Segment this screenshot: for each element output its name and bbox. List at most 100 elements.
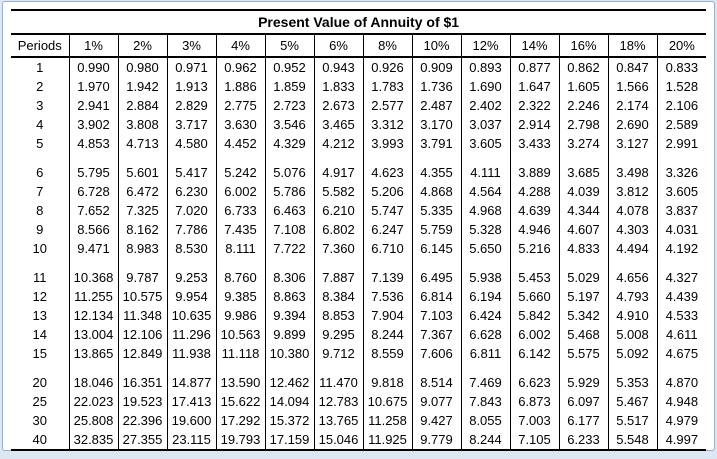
value-cell: 15.046	[313, 430, 363, 451]
gap-cell	[460, 258, 510, 268]
value-cell: 4.355	[411, 163, 461, 182]
value-cell: 9.077	[411, 392, 461, 411]
period-cell: 12	[32, 289, 47, 304]
value-cell: 5.650	[460, 239, 510, 258]
rate-column-header: 12%	[460, 34, 510, 58]
gap-cell	[117, 258, 167, 268]
value-cell: 8.530	[166, 239, 216, 258]
gap-cell	[460, 153, 510, 163]
value-cell: 4.623	[362, 163, 412, 182]
value-cell: 4.078	[607, 201, 657, 220]
value-cell: 6.097	[558, 392, 608, 411]
period-cell: 13	[32, 308, 47, 323]
value-cell: 3.465	[313, 115, 363, 134]
value-cell: 13.004	[68, 325, 118, 344]
value-cell: 8.162	[117, 220, 167, 239]
value-cell: 7.360	[313, 239, 363, 258]
value-cell: 16.351	[117, 373, 167, 392]
value-cell: 3.812	[607, 182, 657, 201]
value-cell: 4.639	[509, 201, 559, 220]
value-cell: 5.328	[460, 220, 510, 239]
value-cell: 3.037	[460, 115, 510, 134]
value-cell: 7.887	[313, 268, 363, 287]
value-cell: 2.723	[264, 96, 314, 115]
value-cell: 5.759	[411, 220, 461, 239]
value-cell: 0.909	[411, 57, 461, 77]
rate-column-header: 2%	[117, 34, 167, 58]
value-cell: 19.600	[166, 411, 216, 430]
table-row: 8 7.652 7.325 7.020 6.733 6.463 6.210 5.747 5.33…	[11, 201, 707, 220]
value-cell: 1.566	[607, 77, 657, 96]
value-cell: 1.913	[166, 77, 216, 96]
value-cell: 6.495	[411, 268, 461, 287]
value-cell: 9.779	[411, 430, 461, 451]
value-cell: 7.108	[264, 220, 314, 239]
table-container: Present Value of Annuity of $1 Periods 1%…	[3, 2, 714, 451]
value-cell: 9.818	[362, 373, 412, 392]
value-cell: 0.893	[460, 57, 510, 77]
table-row: 10 9.471 8.983 8.530 8.111 7.722 7.360 6.710 6.1…	[11, 239, 707, 258]
value-cell: 4.948	[656, 392, 707, 411]
value-cell: 8.514	[411, 373, 461, 392]
value-cell: 0.980	[117, 57, 167, 77]
value-cell: 6.710	[362, 239, 412, 258]
value-cell: 1.970	[68, 77, 118, 96]
value-cell: 3.546	[264, 115, 314, 134]
value-cell: 1.859	[264, 77, 314, 96]
value-cell: 6.194	[460, 287, 510, 306]
value-cell: 5.342	[558, 306, 608, 325]
value-cell: 6.230	[166, 182, 216, 201]
gap-cell	[166, 258, 216, 268]
value-cell: 5.468	[558, 325, 608, 344]
value-cell: 5.008	[607, 325, 657, 344]
value-cell: 7.722	[264, 239, 314, 258]
value-cell: 5.029	[558, 268, 608, 287]
value-cell: 0.962	[215, 57, 265, 77]
value-cell: 1.690	[460, 77, 510, 96]
value-cell: 0.952	[264, 57, 314, 77]
value-cell: 4.039	[558, 182, 608, 201]
value-cell: 9.712	[313, 344, 363, 363]
period-cell: 15	[32, 346, 47, 361]
gap-cell	[411, 258, 461, 268]
value-cell: 15.622	[215, 392, 265, 411]
value-cell: 4.675	[656, 344, 707, 363]
gap-cell	[509, 363, 559, 373]
value-cell: 2.829	[166, 96, 216, 115]
value-cell: 2.991	[656, 134, 707, 153]
rate-column-header: 20%	[656, 34, 707, 58]
pv-annuity-table: Present Value of Annuity of $1 Periods 1%…	[11, 9, 707, 451]
period-cell: 7	[36, 184, 44, 199]
value-cell: 19.523	[117, 392, 167, 411]
value-cell: 0.990	[68, 57, 118, 77]
gap-cell	[68, 258, 118, 268]
value-cell: 10.575	[117, 287, 167, 306]
value-cell: 2.246	[558, 96, 608, 115]
value-cell: 5.206	[362, 182, 412, 201]
value-cell: 25.808	[68, 411, 118, 430]
table-row: 6 5.795 5.601 5.417 5.242 5.076 4.917 4.623 4.35…	[11, 163, 707, 182]
value-cell: 6.002	[215, 182, 265, 201]
value-cell: 4.868	[411, 182, 461, 201]
value-cell: 6.472	[117, 182, 167, 201]
value-cell: 11.938	[166, 344, 216, 363]
value-cell: 2.577	[362, 96, 412, 115]
value-cell: 3.993	[362, 134, 412, 153]
gap-cell	[313, 153, 363, 163]
gap-cell	[313, 363, 363, 373]
value-cell: 5.076	[264, 163, 314, 182]
value-cell: 3.630	[215, 115, 265, 134]
value-cell: 4.192	[656, 239, 707, 258]
value-cell: 8.244	[460, 430, 510, 451]
value-cell: 5.582	[313, 182, 363, 201]
value-cell: 6.247	[362, 220, 412, 239]
value-cell: 7.020	[166, 201, 216, 220]
value-cell: 8.853	[313, 306, 363, 325]
value-cell: 9.986	[215, 306, 265, 325]
value-cell: 8.244	[362, 325, 412, 344]
value-cell: 1.605	[558, 77, 608, 96]
gap-cell	[558, 258, 608, 268]
gap-cell	[558, 363, 608, 373]
value-cell: 8.559	[362, 344, 412, 363]
value-cell: 5.575	[558, 344, 608, 363]
